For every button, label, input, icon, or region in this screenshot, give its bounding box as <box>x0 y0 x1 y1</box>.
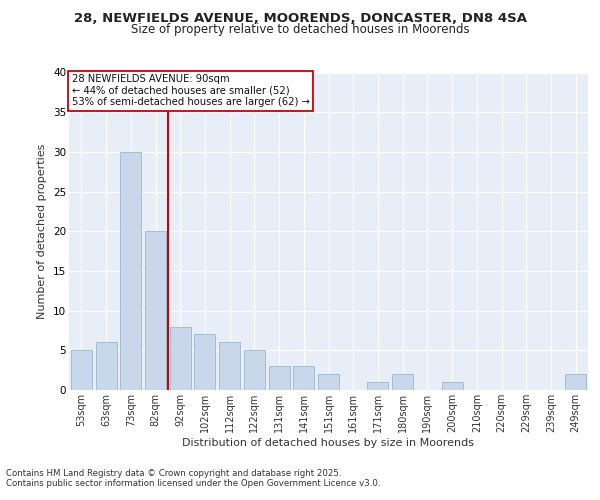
Bar <box>318 374 339 390</box>
Bar <box>95 342 116 390</box>
Y-axis label: Number of detached properties: Number of detached properties <box>37 144 47 319</box>
Bar <box>442 382 463 390</box>
Bar <box>170 326 191 390</box>
Bar <box>145 231 166 390</box>
Bar <box>71 350 92 390</box>
Text: Size of property relative to detached houses in Moorends: Size of property relative to detached ho… <box>131 22 469 36</box>
Bar <box>293 366 314 390</box>
Bar <box>219 342 240 390</box>
Bar <box>244 350 265 390</box>
Bar <box>194 334 215 390</box>
Text: 28, NEWFIELDS AVENUE, MOORENDS, DONCASTER, DN8 4SA: 28, NEWFIELDS AVENUE, MOORENDS, DONCASTE… <box>74 12 527 26</box>
Text: Contains public sector information licensed under the Open Government Licence v3: Contains public sector information licen… <box>6 478 380 488</box>
Bar <box>269 366 290 390</box>
Bar <box>392 374 413 390</box>
Bar <box>367 382 388 390</box>
Bar <box>120 152 141 390</box>
Text: Contains HM Land Registry data © Crown copyright and database right 2025.: Contains HM Land Registry data © Crown c… <box>6 468 341 477</box>
Text: 28 NEWFIELDS AVENUE: 90sqm
← 44% of detached houses are smaller (52)
53% of semi: 28 NEWFIELDS AVENUE: 90sqm ← 44% of deta… <box>71 74 310 108</box>
Bar <box>565 374 586 390</box>
X-axis label: Distribution of detached houses by size in Moorends: Distribution of detached houses by size … <box>182 438 475 448</box>
